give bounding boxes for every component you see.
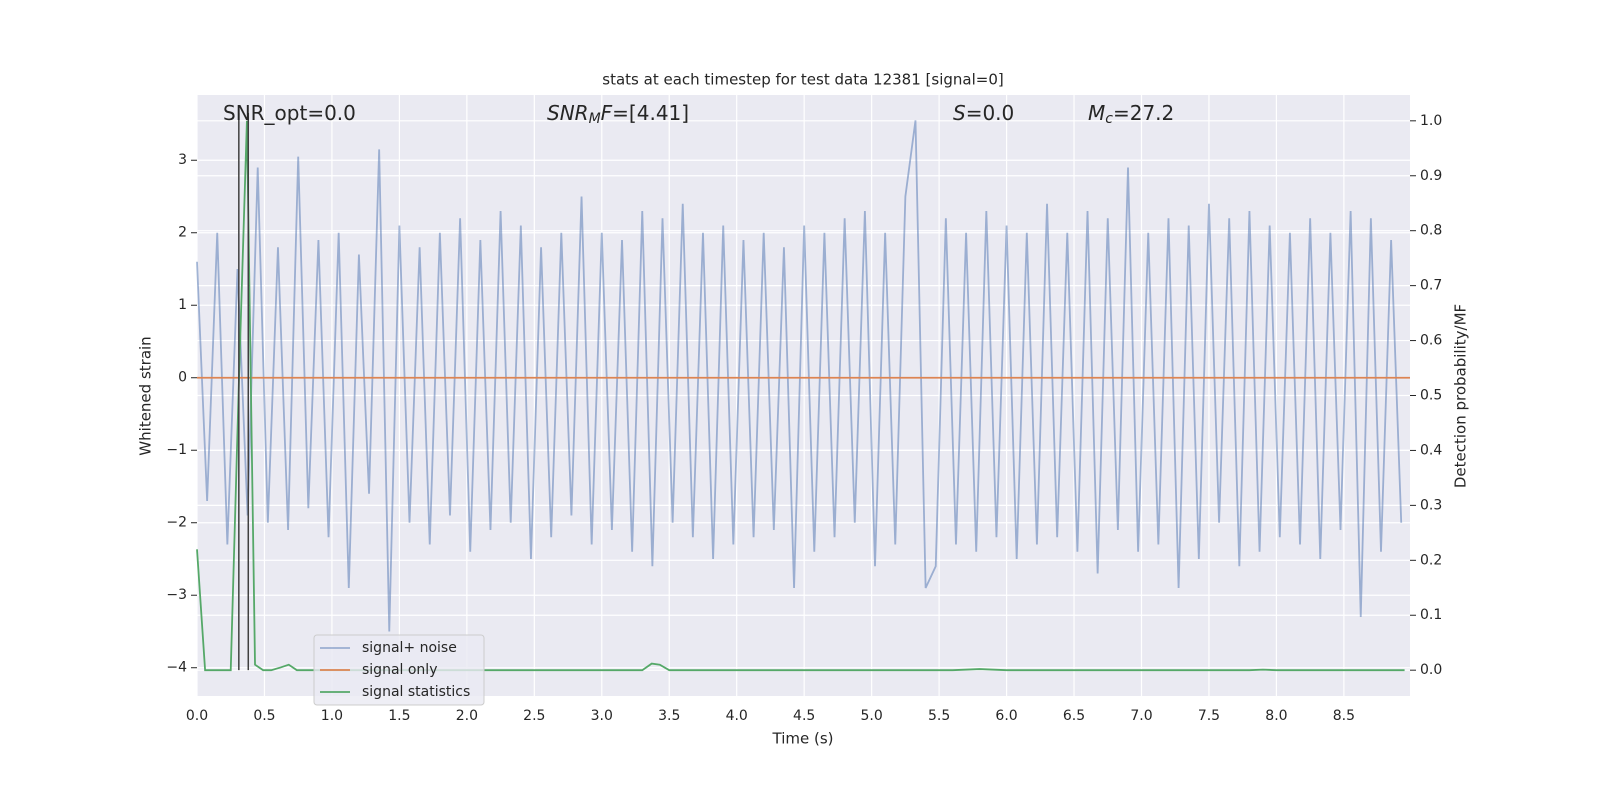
legend-box bbox=[313, 634, 485, 706]
x-tick-label: 3.5 bbox=[658, 708, 680, 724]
x-tick-label: 7.0 bbox=[1130, 708, 1152, 724]
series-line bbox=[196, 120, 1405, 672]
y2-tick-label: 0.8 bbox=[1420, 223, 1442, 239]
y-tick-label: 3 bbox=[178, 152, 187, 168]
y2-tick-label: 0.2 bbox=[1420, 552, 1442, 568]
annotation-part: =27.2 bbox=[1113, 101, 1174, 125]
x-tick-label: 7.5 bbox=[1198, 708, 1220, 724]
legend-label: signal statistics bbox=[362, 684, 470, 700]
x-tick-label: 1.0 bbox=[321, 708, 343, 724]
x-tick-label: 1.5 bbox=[388, 708, 410, 724]
annotation-part: SNR_opt=0.0 bbox=[223, 101, 356, 125]
y-tick-label: 2 bbox=[178, 225, 187, 241]
annotation: Mc=27.2 bbox=[1088, 101, 1174, 128]
x-tick-label: 3.0 bbox=[591, 708, 613, 724]
x-tick-label: 6.5 bbox=[1063, 708, 1085, 724]
annotation-part: SNR bbox=[547, 101, 589, 125]
y2-tick-label: 0.7 bbox=[1420, 278, 1442, 294]
annotation-part: F bbox=[601, 101, 613, 125]
annotation: SNR_opt=0.0 bbox=[223, 101, 356, 125]
x-tick-label: 8.0 bbox=[1265, 708, 1287, 724]
series-line bbox=[196, 120, 1403, 632]
x-axis-label: Time (s) bbox=[772, 730, 834, 748]
annotation: SNRMF=[4.41] bbox=[547, 101, 689, 128]
y-tick-label: −1 bbox=[166, 442, 187, 458]
x-tick-label: 4.5 bbox=[793, 708, 815, 724]
legend-label: signal only bbox=[362, 662, 437, 678]
x-tick-label: 2.5 bbox=[523, 708, 545, 724]
y-tick-label: −2 bbox=[166, 515, 187, 531]
y-tick-label: −4 bbox=[166, 660, 187, 676]
x-tick-label: 4.0 bbox=[726, 708, 748, 724]
annotation-part: M bbox=[1088, 101, 1105, 125]
y2-tick-label: 0.1 bbox=[1420, 607, 1442, 623]
x-tick-label: 2.0 bbox=[456, 708, 478, 724]
annotation-part: =0.0 bbox=[966, 101, 1015, 125]
y-axis-label: Whitened strain bbox=[137, 336, 155, 455]
annotation-part: M bbox=[589, 111, 601, 127]
x-tick-label: 0.0 bbox=[186, 708, 208, 724]
annotation-part: c bbox=[1105, 111, 1113, 127]
x-tick-label: 0.5 bbox=[253, 708, 275, 724]
legend-label: signal+ noise bbox=[362, 640, 457, 656]
y2-tick-label: 0.3 bbox=[1420, 497, 1442, 513]
y2-axis-label: Detection probability/MF bbox=[1452, 304, 1470, 488]
y-tick-label: −3 bbox=[166, 587, 187, 603]
x-tick-label: 6.0 bbox=[995, 708, 1017, 724]
x-tick-label: 5.5 bbox=[928, 708, 950, 724]
y2-tick-label: 1.0 bbox=[1420, 113, 1442, 129]
annotation-part: S bbox=[953, 101, 966, 125]
y-tick-label: 0 bbox=[178, 370, 187, 386]
y2-tick-label: 0.9 bbox=[1420, 168, 1442, 184]
y2-tick-label: 0.0 bbox=[1420, 662, 1442, 678]
annotation-part: =[4.41] bbox=[612, 101, 689, 125]
y2-tick-label: 0.4 bbox=[1420, 442, 1442, 458]
y-tick-label: 1 bbox=[178, 297, 187, 313]
x-tick-label: 5.0 bbox=[861, 708, 883, 724]
chart-title: stats at each timestep for test data 123… bbox=[602, 71, 1003, 89]
x-tick-label: 8.5 bbox=[1333, 708, 1355, 724]
y2-tick-label: 0.6 bbox=[1420, 333, 1442, 349]
annotation: S=0.0 bbox=[953, 101, 1014, 125]
y2-tick-label: 0.5 bbox=[1420, 388, 1442, 404]
